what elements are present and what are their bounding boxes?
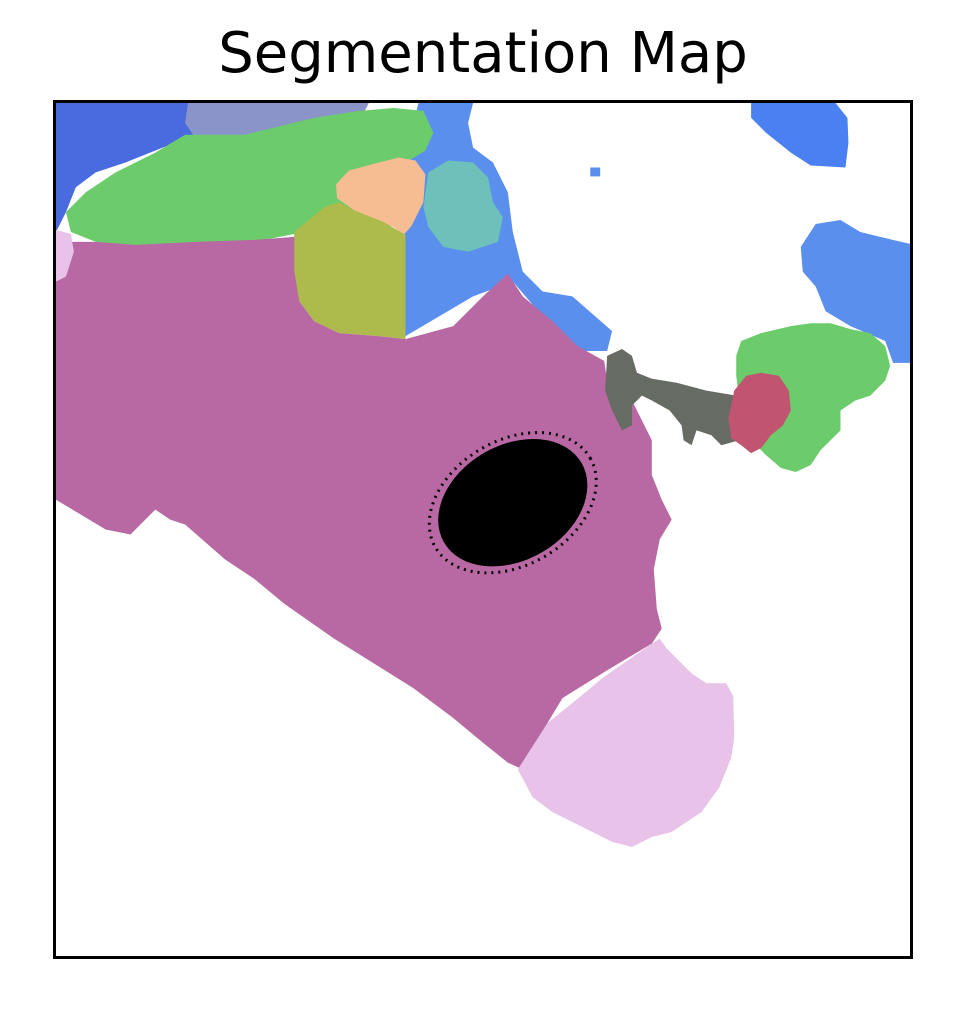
segment-blue-speck (590, 167, 601, 177)
chart-title: Segmentation Map (218, 21, 748, 86)
segment-light-pink (517, 638, 735, 847)
segment-olive (292, 202, 406, 340)
segment-magenta (56, 236, 672, 770)
segment-teal (423, 160, 503, 252)
segment-right-blue (800, 220, 910, 363)
segment-black-fringe (427, 431, 598, 575)
segment-black (438, 439, 588, 567)
segment-crimson (728, 372, 791, 454)
segment-green-right (736, 323, 891, 472)
segment-dark-gray (605, 348, 742, 446)
segment-peach (336, 157, 426, 235)
segmentation-map (53, 100, 913, 959)
segment-pink-edge (56, 229, 74, 282)
segment-royal-blue (56, 103, 205, 232)
segmentation-svg (56, 103, 910, 956)
segment-bright-blue (751, 103, 849, 168)
